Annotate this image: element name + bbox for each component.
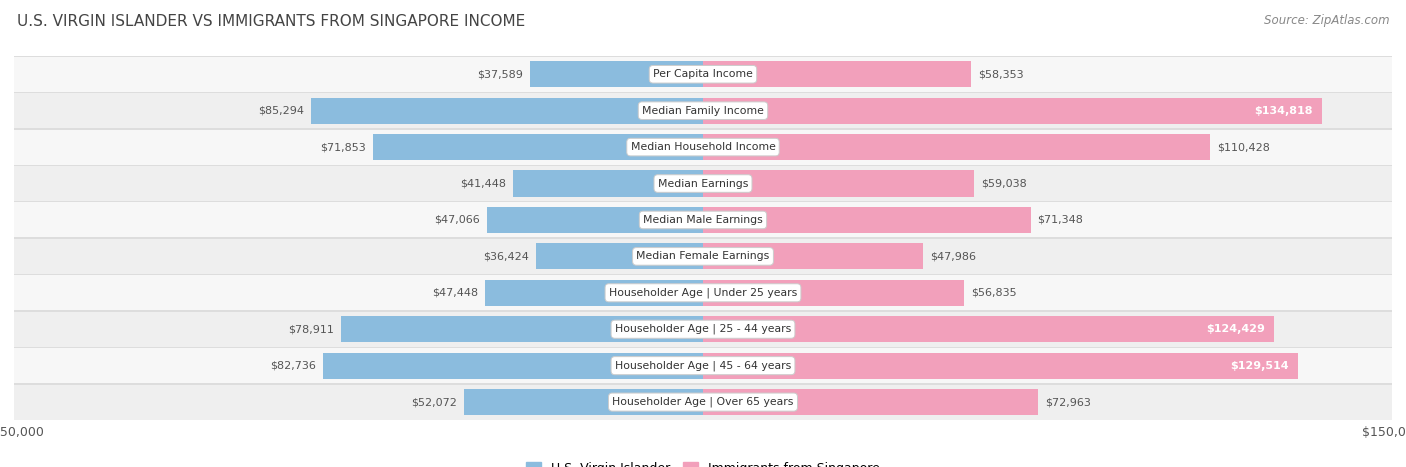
Text: $47,448: $47,448 [432,288,478,298]
Bar [486,207,703,233]
Bar [530,61,703,87]
Text: $72,963: $72,963 [1045,397,1091,407]
Bar [14,130,1392,164]
Bar [513,170,703,197]
Text: $41,448: $41,448 [460,178,506,189]
Text: $85,294: $85,294 [259,106,304,116]
Bar [14,165,1392,202]
Bar [311,98,703,124]
Text: Median Family Income: Median Family Income [643,106,763,116]
Text: Householder Age | 45 - 64 years: Householder Age | 45 - 64 years [614,361,792,371]
Text: $129,514: $129,514 [1230,361,1289,371]
Bar [14,166,1392,201]
Bar [14,93,1392,128]
Bar [14,384,1392,420]
Bar [703,170,974,197]
Bar [14,385,1392,419]
Text: $71,348: $71,348 [1038,215,1084,225]
Bar [703,98,1322,124]
Text: $56,835: $56,835 [972,288,1017,298]
Text: Median Earnings: Median Earnings [658,178,748,189]
Text: U.S. VIRGIN ISLANDER VS IMMIGRANTS FROM SINGAPORE INCOME: U.S. VIRGIN ISLANDER VS IMMIGRANTS FROM … [17,14,524,29]
Bar [14,56,1392,92]
Bar [14,238,1392,275]
Bar [14,129,1392,165]
Text: Median Household Income: Median Household Income [630,142,776,152]
Legend: U.S. Virgin Islander, Immigrants from Singapore: U.S. Virgin Islander, Immigrants from Si… [522,457,884,467]
Bar [14,312,1392,347]
Bar [485,280,703,306]
Bar [14,203,1392,237]
Text: $37,589: $37,589 [478,69,523,79]
Text: $71,853: $71,853 [321,142,366,152]
Bar [373,134,703,160]
Bar [340,316,703,342]
Text: $78,911: $78,911 [288,324,333,334]
Bar [703,207,1031,233]
Text: Householder Age | 25 - 44 years: Householder Age | 25 - 44 years [614,324,792,334]
Text: Median Male Earnings: Median Male Earnings [643,215,763,225]
Bar [14,348,1392,383]
Text: $47,066: $47,066 [434,215,479,225]
Bar [703,353,1298,379]
Bar [703,61,972,87]
Text: $110,428: $110,428 [1218,142,1270,152]
Bar [14,202,1392,238]
Bar [703,280,965,306]
Bar [14,92,1392,129]
Text: $82,736: $82,736 [270,361,316,371]
Bar [14,239,1392,274]
Text: $124,429: $124,429 [1206,324,1265,334]
Text: $47,986: $47,986 [931,251,976,262]
Bar [464,389,703,415]
Text: $52,072: $52,072 [411,397,457,407]
Bar [703,389,1038,415]
Text: Per Capita Income: Per Capita Income [652,69,754,79]
Bar [14,275,1392,311]
Bar [323,353,703,379]
Bar [703,134,1211,160]
Text: $36,424: $36,424 [482,251,529,262]
Bar [14,347,1392,384]
Text: Householder Age | Over 65 years: Householder Age | Over 65 years [612,397,794,407]
Text: Median Female Earnings: Median Female Earnings [637,251,769,262]
Bar [703,243,924,269]
Bar [14,57,1392,92]
Text: $134,818: $134,818 [1254,106,1313,116]
Bar [703,316,1274,342]
Bar [536,243,703,269]
Text: $58,353: $58,353 [979,69,1024,79]
Bar [14,311,1392,347]
Text: $59,038: $59,038 [981,178,1026,189]
Text: Source: ZipAtlas.com: Source: ZipAtlas.com [1264,14,1389,27]
Bar [14,276,1392,310]
Text: Householder Age | Under 25 years: Householder Age | Under 25 years [609,288,797,298]
